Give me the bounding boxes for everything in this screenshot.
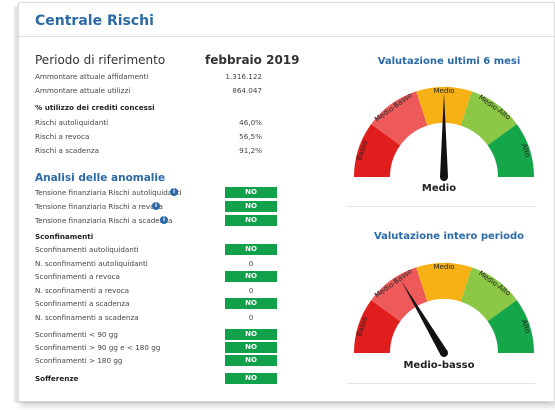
gauge-title: Valutazione intero periodo bbox=[373, 231, 525, 242]
status-badge: NO bbox=[225, 201, 277, 212]
gauge-divider bbox=[347, 383, 535, 384]
status-badge: NO bbox=[225, 215, 277, 226]
overrun-label: Sconfinamenti autoliquidanti bbox=[35, 245, 139, 254]
gauge-segment-label: Alto bbox=[520, 143, 532, 159]
gauge-segment bbox=[371, 267, 428, 322]
tension-label: Tensione finanziaria Rischi autoliquidan… bbox=[35, 188, 182, 197]
info-icon[interactable]: i bbox=[160, 216, 168, 224]
gauge-segment bbox=[416, 263, 472, 302]
utilization-value: 46,0% bbox=[239, 118, 262, 127]
status-badge: NO bbox=[225, 329, 277, 340]
centrale-rischi-panel: Centrale Rischi Periodo di riferimento f… bbox=[18, 2, 555, 402]
anomalies-title: Analisi delle anomalie bbox=[35, 172, 166, 184]
duration-label: Sconfinamenti < 90 gg bbox=[35, 330, 118, 339]
overrun-label: Sconfinamenti a scadenza bbox=[35, 299, 130, 308]
gauge-segment bbox=[354, 124, 401, 177]
info-icon[interactable]: i bbox=[152, 202, 160, 210]
overrun-label: Sconfinamenti a revoca bbox=[35, 272, 120, 281]
gauge-segment bbox=[487, 300, 534, 353]
gauge-needle bbox=[401, 280, 448, 356]
status-badge: NO bbox=[225, 355, 277, 366]
period-value: febbraio 2019 bbox=[205, 53, 300, 67]
status-badge: NO bbox=[225, 187, 277, 198]
gauge-title: Valutazione ultimi 6 mesi bbox=[377, 56, 521, 67]
utilization-label: Rischi a revoca bbox=[35, 132, 90, 141]
amount-label: Ammontare attuale affidamenti bbox=[35, 72, 149, 81]
gauge-segment bbox=[371, 91, 428, 146]
gauge-needle-hub bbox=[440, 173, 448, 181]
gauge-segment bbox=[487, 124, 534, 177]
gauge-needle-hub bbox=[440, 349, 448, 357]
gauge-needle bbox=[440, 93, 448, 177]
status-badge: NO bbox=[225, 244, 277, 255]
utilization-label: Rischi autoliquidanti bbox=[35, 118, 109, 127]
gauge-segment-label: Alto bbox=[520, 319, 532, 335]
gauge-value: Medio bbox=[421, 183, 457, 194]
status-badge: NO bbox=[225, 271, 277, 282]
period-label: Periodo di riferimento bbox=[35, 53, 166, 67]
gauge-divider bbox=[347, 206, 535, 207]
gauge-segment bbox=[354, 300, 401, 353]
overrun-count-value: 0 bbox=[248, 259, 254, 268]
gauge-value: Medio-basso bbox=[403, 360, 475, 371]
status-badge: NO bbox=[225, 298, 277, 309]
overruns-heading: Sconfinamenti bbox=[35, 232, 94, 241]
utilization-value: 56,5% bbox=[239, 132, 262, 141]
duration-label: Sconfinamenti > 90 gg e < 180 gg bbox=[35, 343, 161, 352]
info-icon[interactable]: i bbox=[170, 188, 178, 196]
gauge-segment bbox=[460, 91, 517, 146]
amount-value: 1.316.122 bbox=[225, 72, 262, 81]
amount-label: Ammontare attuale utilizzi bbox=[35, 86, 131, 95]
tension-label: Tensione finanziaria Rischi a revoca bbox=[35, 202, 163, 211]
sofferenze-label: Sofferenze bbox=[35, 374, 79, 383]
gauge-segment bbox=[460, 267, 517, 322]
utilization-value: 91,2% bbox=[239, 146, 262, 155]
utilization-heading: % utilizzo dei crediti concessi bbox=[35, 103, 155, 112]
overrun-count-label: N. sconfinamenti a revoca bbox=[35, 286, 130, 295]
title-divider bbox=[19, 36, 554, 37]
overrun-count-value: 0 bbox=[248, 286, 254, 295]
tension-label: Tensione finanziaria Rischi a scadenza bbox=[35, 216, 173, 225]
gauge-segment-label: Medio bbox=[433, 263, 454, 271]
overrun-count-label: N. sconfinamenti a scadenza bbox=[35, 313, 139, 322]
status-badge: NO bbox=[225, 342, 277, 353]
status-badge: NO bbox=[225, 373, 277, 384]
overrun-count-value: 0 bbox=[248, 313, 254, 322]
utilization-label: Rischi a scadenza bbox=[35, 146, 100, 155]
overrun-count-label: N. sconfinamenti autoliquidanti bbox=[35, 259, 148, 268]
duration-label: Sconfinamenti > 180 gg bbox=[35, 356, 123, 365]
gauge-segment-label: Medio bbox=[433, 87, 454, 95]
amount-value: 864.047 bbox=[232, 86, 262, 95]
page-title: Centrale Rischi bbox=[35, 13, 154, 29]
